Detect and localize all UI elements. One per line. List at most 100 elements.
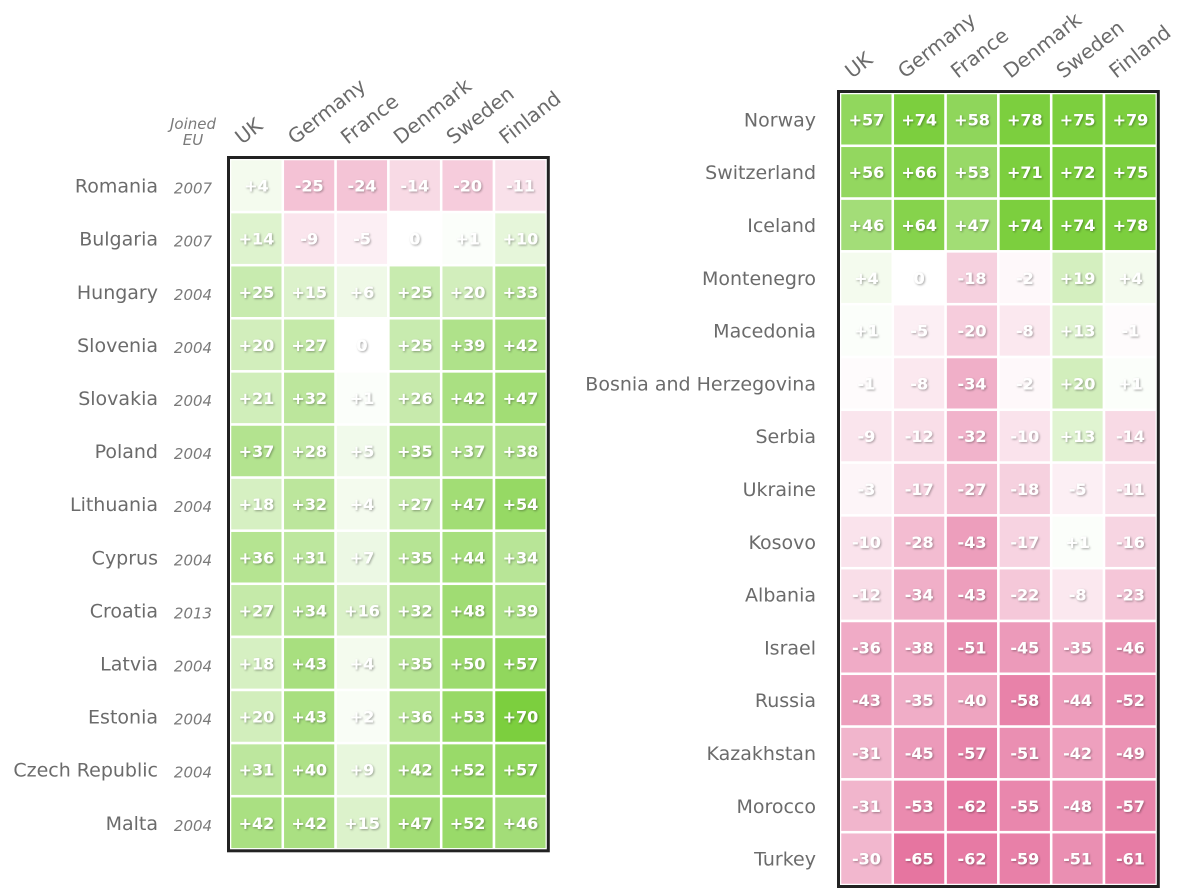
cell-croatia-finland [492,582,549,639]
cell-value-label: -65 [905,850,934,869]
cell-value-label: +1 [455,230,480,249]
cell-value-label: -14 [400,177,429,196]
cell-israel-france [944,619,1000,676]
cell-value-label: -25 [295,177,324,196]
cell-value-label: +5 [350,442,375,461]
cell-value-label: -43 [958,533,987,552]
cell-kazakhstan-uk [838,725,895,781]
row-label: Slovakia [78,388,158,410]
cell-value-label: +10 [503,230,539,249]
cell-bulgaria-germany [281,210,337,267]
cell-value-label: -5 [353,230,371,249]
joined-year-label: 2004 [174,711,212,729]
cell-value-label: +47 [397,814,433,833]
cell-slovenia-sweden [439,317,496,373]
cell-malta-germany [281,794,337,851]
cell-value-label: +1 [854,322,879,341]
cell-value-label: +75 [1060,110,1096,129]
cell-kazakhstan-finland [1102,725,1159,781]
joined-year-label: 2004 [174,764,212,782]
cell-value-label: -1 [1122,322,1140,341]
cell-value-label: -59 [1010,850,1039,869]
cell-value-label: -55 [1010,797,1039,816]
row-label: Slovenia [77,335,158,357]
cell-value-label: +64 [901,216,937,235]
cell-value-label: -20 [453,177,482,196]
cell-value-label: +20 [1060,374,1096,393]
cell-value-label: +42 [291,814,327,833]
cell-value-label: +57 [503,761,539,780]
cell-value-label: -1 [858,374,876,393]
cell-value-label: -61 [1116,850,1145,869]
cell-ukraine-sweden [1049,461,1106,517]
cell-value-label: -8 [1016,322,1034,341]
row-label: Czech Republic [13,760,158,782]
cell-value-label: +2 [350,708,375,727]
cell-value-label: -58 [1010,691,1039,710]
cell-value-label: +25 [239,283,275,302]
cell-value-label: +34 [503,548,539,567]
cell-value-label: -11 [506,177,535,196]
cell-value-label: +4 [350,495,375,514]
cell-value-label: -18 [1010,480,1039,499]
cell-russia-finland [1102,672,1159,728]
cell-value-label: -38 [905,638,934,657]
cell-value-label: +9 [350,761,375,780]
row-label: Iceland [747,215,816,237]
cell-value-label: -17 [905,480,934,499]
cell-value-label: -9 [858,427,876,446]
joined-year-label: 2007 [174,180,213,198]
cell-lithuania-uk [228,476,285,532]
cell-value-label: -51 [958,638,987,657]
cell-bulgaria-finland [492,210,549,267]
cell-value-label: +26 [397,389,433,408]
cell-czech-republic-germany [281,741,337,798]
cell-value-label: +36 [239,548,275,567]
cell-value-label: -31 [852,744,881,763]
cell-czech-republic-uk [228,741,285,798]
row-label: Russia [755,690,816,712]
cell-value-label: +15 [344,814,380,833]
cell-latvia-sweden [439,635,496,692]
cell-value-label: +4 [1118,269,1143,288]
joined-year-label: 2004 [174,657,212,675]
cell-value-label: +1 [1065,533,1090,552]
cell-value-label: -11 [1116,480,1145,499]
cell-value-label: 0 [914,269,925,288]
row-label: Kosovo [748,532,816,554]
cell-value-label: +14 [239,230,275,249]
cell-value-label: +78 [1007,110,1043,129]
cell-value-label: -23 [1116,586,1145,605]
cell-value-label: +27 [397,495,433,514]
joined-year-label: 2004 [174,551,212,569]
cell-value-label: +33 [503,283,539,302]
cell-value-label: -2 [1016,374,1034,393]
cell-switzerland-uk [838,144,895,200]
cell-value-label: +71 [1007,163,1043,182]
cell-value-label: +35 [397,654,433,673]
cell-morocco-uk [838,778,895,834]
cell-value-label: -16 [1116,533,1145,552]
cell-value-label: -52 [1116,691,1145,710]
cell-value-label: +48 [450,601,486,620]
cell-value-label: -62 [958,850,987,869]
cell-value-label: +7 [350,548,375,567]
row-label: Kazakhstan [707,743,816,765]
cell-value-label: -45 [905,744,934,763]
cell-morocco-sweden [1049,778,1106,834]
cell-iceland-france [944,197,1000,253]
cell-hungary-sweden [439,263,496,320]
cell-value-label: -45 [1010,638,1039,657]
cell-value-label: -44 [1063,691,1092,710]
cell-value-label: +74 [1007,216,1043,235]
cell-latvia-germany [281,635,337,692]
row-label: Hungary [77,282,158,304]
cell-value-label: +54 [503,495,539,514]
cell-value-label: +72 [1060,163,1096,182]
cell-value-label: +42 [397,761,433,780]
cell-value-label: -57 [958,744,987,763]
joined-eu-header: EU [183,131,203,149]
cell-morocco-finland [1102,778,1159,834]
cell-israel-finland [1102,619,1159,676]
